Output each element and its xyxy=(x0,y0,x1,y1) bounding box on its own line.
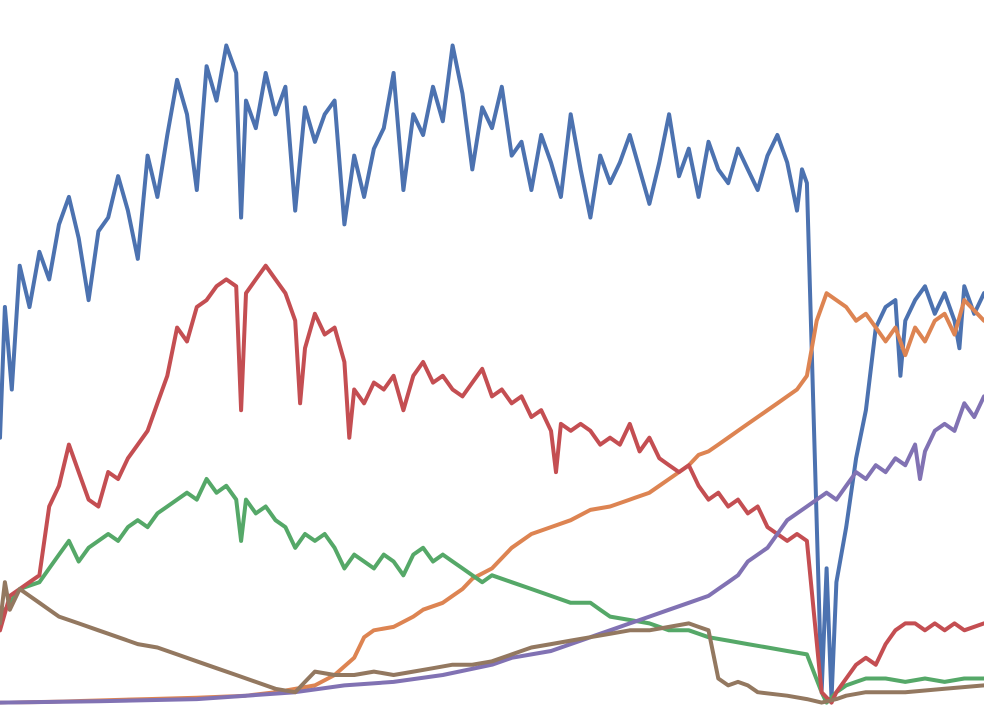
series-line-4 xyxy=(0,263,984,705)
series-line-2 xyxy=(0,291,984,705)
series-line-6 xyxy=(0,580,984,705)
series-line-3 xyxy=(0,477,984,705)
series-line-5 xyxy=(0,394,984,705)
series-line-1 xyxy=(0,43,984,702)
